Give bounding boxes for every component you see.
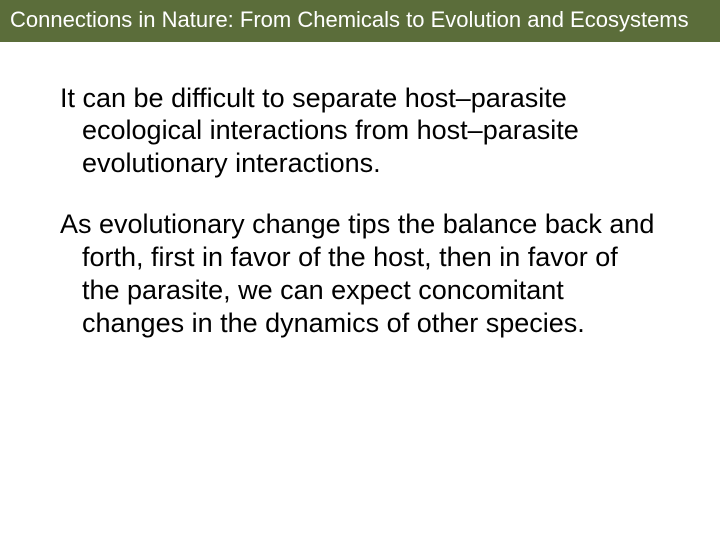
slide-title: Connections in Nature: From Chemicals to… [10,6,710,34]
slide-header: Connections in Nature: From Chemicals to… [0,0,720,42]
slide-content: It can be difficult to separate host–par… [0,42,720,341]
paragraph-1: It can be difficult to separate host–par… [60,82,660,181]
paragraph-2: As evolutionary change tips the balance … [60,208,660,340]
